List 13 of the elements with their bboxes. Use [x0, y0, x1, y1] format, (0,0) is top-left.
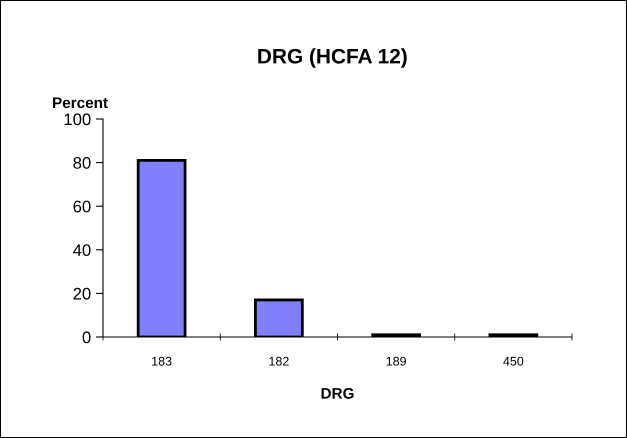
- y-axis-title: Percent: [53, 97, 108, 108]
- x-tick-label: 189: [386, 356, 406, 366]
- y-tick-label: 20: [73, 288, 91, 300]
- y-tick-label: 100: [64, 113, 91, 126]
- y-tick-label: 0: [82, 331, 91, 344]
- y-tick-label: 60: [74, 200, 91, 212]
- x-tick-label: 182: [269, 356, 289, 366]
- y-tick-label: 80: [73, 157, 91, 169]
- x-axis-title: DRG: [322, 388, 354, 399]
- x-tick-label: 450: [503, 356, 524, 366]
- x-tick-label: 183: [152, 356, 172, 366]
- y-tick-label: 40: [73, 244, 91, 256]
- chart-title: DRG (HCFA 12): [258, 48, 407, 68]
